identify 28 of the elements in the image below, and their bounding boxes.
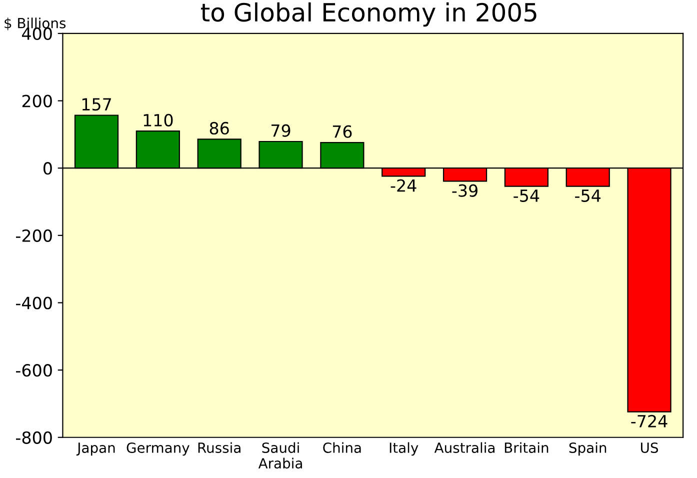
data-label: -54 bbox=[514, 190, 540, 202]
data-label: 79 bbox=[272, 124, 290, 137]
x-tick-label: US bbox=[640, 442, 658, 453]
data-label: 86 bbox=[210, 122, 229, 135]
x-tick-label: Russia bbox=[198, 442, 240, 453]
y-tick-label: 200 bbox=[22, 94, 52, 108]
y-tick-label: 0 bbox=[44, 162, 52, 175]
data-label: -54 bbox=[575, 190, 601, 202]
x-tick-label: Italy bbox=[390, 442, 418, 456]
x-tick-label: Britain bbox=[504, 442, 548, 453]
x-tick-label: China bbox=[323, 442, 361, 453]
x-tick-label: Germany bbox=[126, 442, 190, 456]
data-label: 76 bbox=[332, 125, 352, 138]
y-tick-label: -200 bbox=[16, 229, 52, 242]
y-tick-label: -400 bbox=[16, 296, 52, 310]
x-tick-label: Japan bbox=[76, 442, 115, 456]
data-label: 157 bbox=[82, 98, 111, 111]
chart-title: to Global Economy in 2005 bbox=[200, 2, 536, 27]
y-tick-label: 400 bbox=[22, 27, 52, 40]
y-tick-label: -800 bbox=[16, 431, 52, 444]
data-label: -39 bbox=[452, 184, 478, 197]
x-tick-label: Spain bbox=[569, 442, 606, 456]
x-tick-label: Australia bbox=[434, 442, 494, 453]
data-label: -24 bbox=[390, 179, 416, 192]
data-label: -724 bbox=[631, 414, 668, 428]
x-tick-label: Saudi Arabia bbox=[258, 442, 302, 469]
y-tick-label: -600 bbox=[16, 364, 52, 377]
data-label: 110 bbox=[144, 114, 173, 126]
